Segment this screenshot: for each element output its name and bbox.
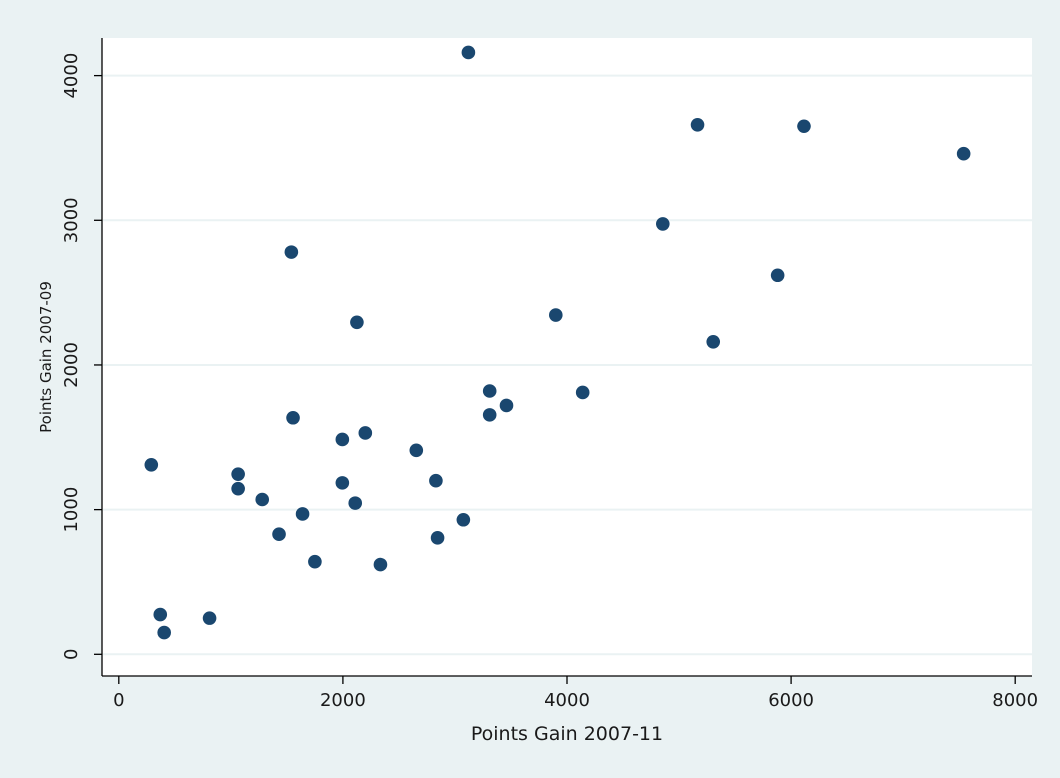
data-point [706,335,721,349]
data-point [690,118,705,132]
data-point [429,473,443,488]
data-point [348,496,363,510]
data-point [202,611,217,625]
y-tick-label: 3000 [61,197,82,243]
data-point [358,426,373,440]
data-point [284,245,299,259]
data-points [144,45,971,640]
data-point [255,492,270,507]
data-point [373,557,388,572]
data-point [797,119,811,134]
data-point [461,45,476,60]
axes: 0 1000 2000 3000 4000 0 2000 4000 6000 8000 [61,38,1038,711]
data-point [295,507,310,521]
x-tick-label: 8000 [992,690,1038,711]
data-point [770,268,785,283]
y-axis-label: Points Gain 2007-09 [37,281,55,433]
x-tick-label: 2000 [320,690,366,711]
y-tick-label: 0 [61,649,82,660]
data-point [335,432,350,447]
data-point [272,527,286,542]
data-point [956,146,971,161]
x-tick-label: 6000 [768,690,814,711]
gridlines [103,74,1032,656]
data-point [430,531,445,545]
x-tick-label: 4000 [544,690,590,711]
x-axis-label: Points Gain 2007-11 [471,723,663,745]
data-point [153,607,168,622]
data-point [482,384,497,398]
data-point [157,625,171,640]
data-point [548,308,563,322]
plot-area [102,38,1032,676]
x-tick-label: 0 [113,690,124,711]
data-point [456,512,471,527]
y-tick-label: 4000 [61,53,82,99]
data-point [409,443,424,458]
data-point [575,385,590,400]
data-point [308,554,322,569]
data-point [231,481,245,496]
data-point [144,457,159,472]
data-point [499,398,514,413]
data-point [231,467,245,481]
data-point [656,217,670,231]
data-point [482,408,497,422]
data-point [286,410,300,425]
data-point [350,315,364,330]
y-tick-label: 2000 [61,342,82,388]
data-point [335,476,350,490]
y-tick-label: 1000 [61,487,82,533]
